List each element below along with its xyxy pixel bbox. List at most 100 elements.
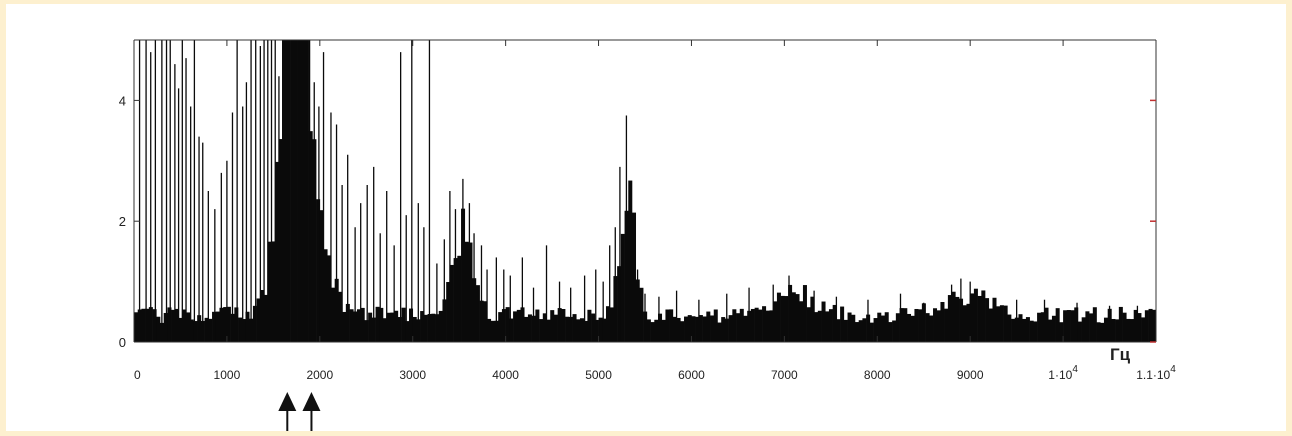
spectrum-bin [405, 321, 410, 342]
spectrum-bin [1059, 322, 1064, 342]
spectrum-bin [1033, 321, 1038, 342]
spectrum-bin [999, 305, 1004, 342]
spectrum-bin [996, 306, 1001, 342]
spectrum-bin [189, 319, 194, 342]
x-tick-label: 4000 [492, 368, 519, 382]
spectrum-bin [810, 296, 815, 342]
x-tick-label: 1.1·104 [1136, 364, 1176, 382]
spectrum-bin [973, 288, 978, 342]
spectrum-bin [553, 314, 558, 342]
spectrum-bin [929, 315, 934, 342]
spectrum-bin [1152, 309, 1157, 342]
spectrum-bin [238, 317, 243, 342]
spectrum-bin [739, 308, 744, 342]
spectrum-bin [717, 322, 722, 342]
x-tick-label: 1·104 [1048, 364, 1078, 382]
spectrum-bin [223, 307, 228, 342]
spectrum-bin [828, 309, 833, 342]
spectrum-bin [576, 319, 581, 342]
spectrum-bin [513, 311, 518, 342]
spectrum-bin [550, 310, 555, 342]
spectrum-bin [290, 40, 295, 342]
x-tick-label: 7000 [771, 368, 798, 382]
spectrum-bin [267, 241, 272, 342]
spectrum-bin [1018, 314, 1023, 342]
spectrum-bin [535, 309, 540, 342]
spectrum-bin [364, 320, 369, 342]
spectrum-bin [672, 316, 677, 342]
spectrum-bin [710, 315, 715, 342]
spectrum-bin [591, 313, 596, 342]
spectrum-bin [1070, 310, 1075, 342]
spectrum-bin [1044, 307, 1049, 342]
spectrum-bin [665, 309, 670, 342]
spectrum-bin [342, 311, 347, 342]
y-axis-ticks: 0 2 4 [119, 93, 1156, 350]
spectrum-bin [565, 316, 570, 342]
spectrum-bin [706, 311, 711, 342]
spectrum-bin [412, 316, 417, 342]
spectrum-bin [754, 307, 759, 342]
spectrum-bin [646, 319, 651, 342]
spectrum-bin [1133, 309, 1138, 342]
spectrum-bin [1029, 320, 1034, 342]
spectrum-bin [1077, 321, 1082, 342]
spectrum-bin [988, 308, 993, 342]
spectrum-bin [933, 308, 938, 342]
spectrum-bin [293, 40, 298, 342]
spectrum-bin [583, 320, 588, 342]
spectrum-bin [680, 321, 685, 342]
spectrum-bin [152, 309, 157, 342]
spectrum-bin [594, 319, 599, 342]
spectrum-bin [505, 307, 510, 342]
spectrum-bin [1025, 317, 1030, 342]
spectrum-bin [323, 249, 328, 342]
spectrum-bin [483, 301, 488, 342]
spectrum-bin [854, 322, 859, 342]
spectrum-bin [241, 319, 246, 342]
spectrum-bin [695, 316, 700, 342]
spectrum-bin [539, 319, 544, 342]
x-tick-label: 3000 [399, 368, 426, 382]
spectrum-bin [409, 308, 414, 342]
spectrum-bin [817, 310, 822, 342]
spectrum-bin [814, 312, 819, 342]
spectrum-bin [256, 298, 261, 342]
spectrum-bin [966, 303, 971, 342]
spectrum-bin [661, 319, 666, 342]
spectrum-bin [297, 40, 302, 342]
spectrum-bin [475, 285, 480, 342]
spectrum-bin [750, 308, 755, 342]
spectrum-bin [925, 313, 930, 342]
spectrum-bin [457, 255, 462, 342]
spectrum-bin [676, 317, 681, 342]
spectrum-bin [1092, 307, 1097, 342]
spectrum-bin [1048, 319, 1053, 342]
x-axis-label: Гц [1110, 345, 1131, 364]
y-tick-label: 0 [119, 335, 126, 350]
spectrum-bin [602, 318, 607, 342]
spectrum-bin [806, 307, 811, 342]
spectrum-bin [940, 302, 945, 342]
spectrum-bin [304, 40, 309, 342]
spectrum-bin [1089, 313, 1094, 342]
spectrum-bin [691, 316, 696, 342]
spectrum-bin [1066, 310, 1071, 342]
spectrum-bin [186, 312, 191, 342]
spectrum-bin [780, 295, 785, 342]
spectrum-bin [858, 320, 863, 342]
spectrum-bin [1129, 319, 1135, 342]
spectrum-bin [847, 312, 852, 342]
spectrum-bin [1148, 308, 1153, 342]
spectrum-bin [212, 311, 217, 342]
spectrum-bin [598, 317, 603, 342]
spectrum-bin [888, 322, 893, 342]
spectrum-bars [134, 40, 1157, 342]
spectrum-bin [264, 294, 269, 342]
spectrum-bin [713, 309, 718, 342]
spectrum-bin [156, 316, 161, 342]
spectrum-bin [524, 316, 529, 342]
spectrum-bin [821, 301, 826, 342]
spectrum-bin [985, 298, 990, 342]
spectrum-bin [702, 316, 707, 342]
